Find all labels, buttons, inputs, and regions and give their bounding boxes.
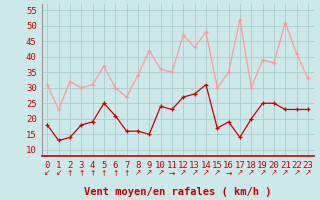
Text: ↙: ↙ (44, 168, 51, 178)
Text: ↑: ↑ (112, 168, 118, 178)
Text: ↑: ↑ (89, 168, 96, 178)
Text: ↗: ↗ (248, 168, 254, 178)
X-axis label: Vent moyen/en rafales ( km/h ): Vent moyen/en rafales ( km/h ) (84, 187, 271, 197)
Text: ↑: ↑ (78, 168, 84, 178)
Text: →: → (169, 168, 175, 178)
Text: ↗: ↗ (146, 168, 152, 178)
Text: ↗: ↗ (271, 168, 277, 178)
Text: ↗: ↗ (157, 168, 164, 178)
Text: ↗: ↗ (260, 168, 266, 178)
Text: ↑: ↑ (67, 168, 73, 178)
Text: ↗: ↗ (305, 168, 311, 178)
Text: ↗: ↗ (214, 168, 220, 178)
Text: ↑: ↑ (101, 168, 107, 178)
Text: ↗: ↗ (237, 168, 243, 178)
Text: ↗: ↗ (191, 168, 198, 178)
Text: ↗: ↗ (293, 168, 300, 178)
Text: →: → (225, 168, 232, 178)
Text: ↑: ↑ (124, 168, 130, 178)
Text: ↗: ↗ (282, 168, 288, 178)
Text: ↗: ↗ (203, 168, 209, 178)
Text: ↙: ↙ (55, 168, 62, 178)
Text: ↗: ↗ (180, 168, 187, 178)
Text: ↗: ↗ (135, 168, 141, 178)
